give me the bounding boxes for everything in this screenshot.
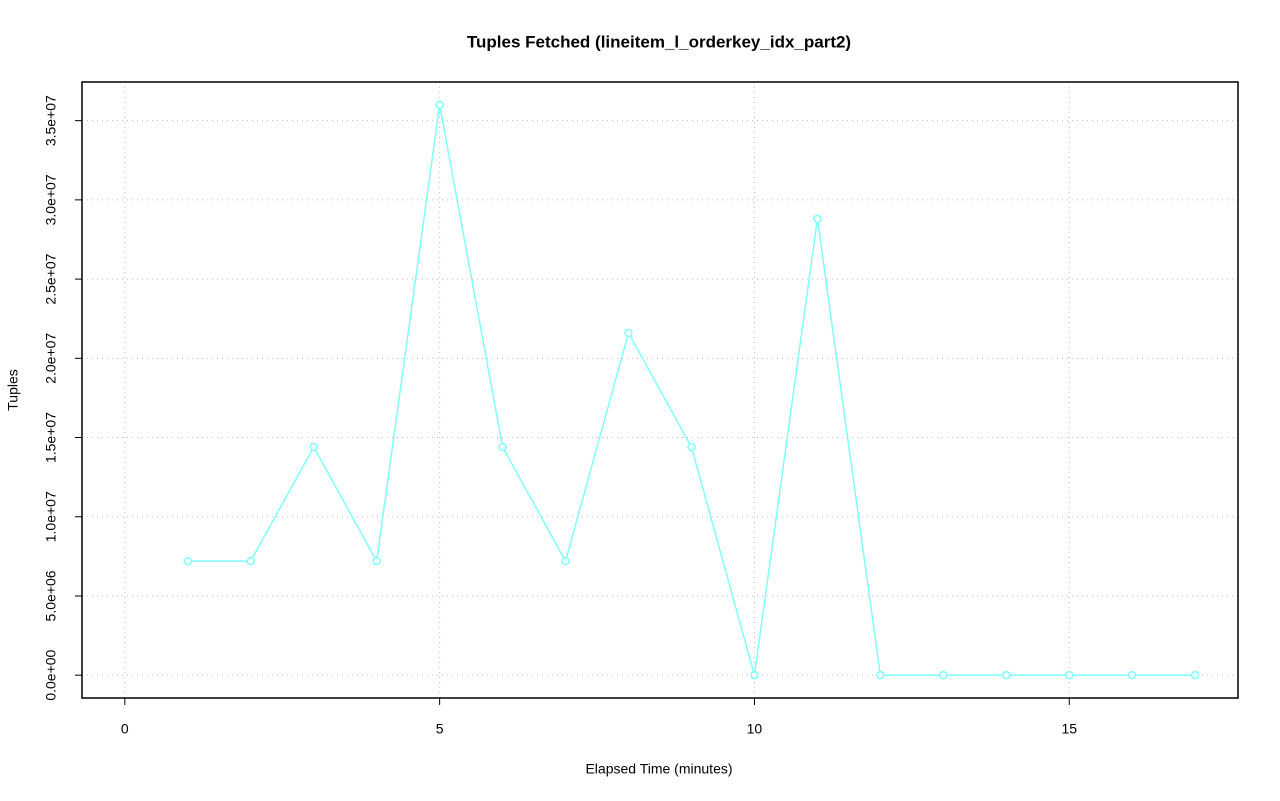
y-tick-label: 0.0e+00 [43,649,59,700]
y-axis-label: Tuples [5,369,21,411]
data-point [1002,670,1011,680]
data-line [187,104,1196,676]
x-tick-label: 10 [747,721,763,737]
y-tick-label: 2.5e+07 [43,253,59,304]
data-point [372,556,381,566]
x-tick-label: 5 [436,721,444,737]
data-point [498,442,507,452]
data-point [1127,670,1137,680]
y-tick-label: 2.0e+07 [43,333,59,384]
y-tick-label: 1.5e+07 [43,412,59,463]
data-point [435,100,444,110]
data-point [813,214,822,224]
data-point [624,328,633,338]
data-point [1065,670,1074,680]
data-point [750,670,759,680]
data-point [687,442,696,452]
y-tick-label: 3.5e+07 [43,95,59,146]
x-tick-label: 15 [1061,721,1077,737]
data-point [183,556,193,566]
plot-frame [81,81,1239,699]
data-point [1190,670,1200,680]
x-axis-label: Elapsed Time (minutes) [585,761,732,777]
data-point [939,670,948,680]
y-tick-label: 1.0e+07 [43,491,59,542]
y-tick-label: 5.0e+06 [43,570,59,621]
y-tick-label: 3.0e+07 [43,174,59,225]
chart-title: Tuples Fetched (lineitem_l_orderkey_idx_… [467,32,851,51]
data-point [876,670,885,680]
x-tick-label: 0 [121,721,129,737]
data-point [246,556,255,566]
data-point [309,442,318,452]
data-point [561,556,570,566]
